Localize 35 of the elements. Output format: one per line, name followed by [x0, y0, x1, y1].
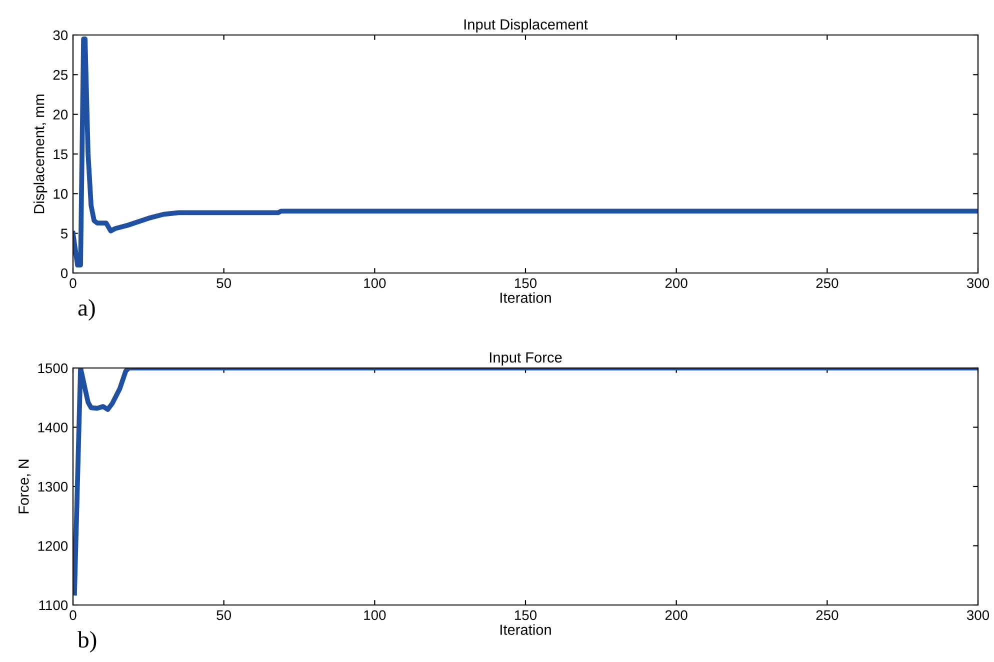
- y-tick-label: 1500: [38, 363, 68, 374]
- x-tick-label: 200: [665, 610, 688, 620]
- x-tick-label: 300: [966, 610, 990, 620]
- y-tick-label: 10: [54, 189, 68, 199]
- text: b): [78, 631, 96, 652]
- y-tick-label: 1100: [39, 600, 68, 610]
- chart-title: Input Force: [490, 352, 562, 366]
- x-tick-label: 200: [665, 278, 688, 288]
- y-tick-label: 20: [53, 110, 68, 120]
- text: a): [78, 299, 95, 321]
- x-tick-label: 150: [514, 610, 537, 620]
- x-tick-label: 300: [966, 278, 990, 288]
- x-tick-label: 150: [514, 278, 537, 288]
- y-tick-label: 15: [54, 149, 68, 160]
- y-tick-label: 30: [53, 30, 68, 40]
- y-tick-label: 5: [60, 228, 68, 239]
- y-tick-label: 1300: [38, 482, 68, 492]
- y-axis-title: Force, N: [18, 460, 31, 514]
- x-tick-label: 250: [816, 278, 838, 288]
- x-tick-label: 100: [364, 610, 386, 620]
- y-axis-title: Displacement, mm: [34, 94, 48, 214]
- y-tick-label: 0: [60, 268, 68, 278]
- x-tick-label: 50: [216, 278, 232, 288]
- x-axis-title: Iteration: [500, 624, 551, 635]
- y-tick-label: 25: [53, 70, 68, 80]
- x-tick-label: 0: [70, 278, 76, 288]
- x-tick-label: 0: [70, 610, 76, 620]
- y-tick-label: 1200: [38, 541, 68, 551]
- x-tick-label: 250: [816, 610, 838, 620]
- line-series: [73, 36, 978, 268]
- x-tick-label: 100: [364, 278, 386, 288]
- chart-title: Input Displacement: [464, 18, 588, 32]
- x-axis-title: Iteration: [500, 292, 551, 303]
- x-tick-label: 50: [216, 610, 232, 620]
- y-tick-label: 1400: [38, 422, 68, 432]
